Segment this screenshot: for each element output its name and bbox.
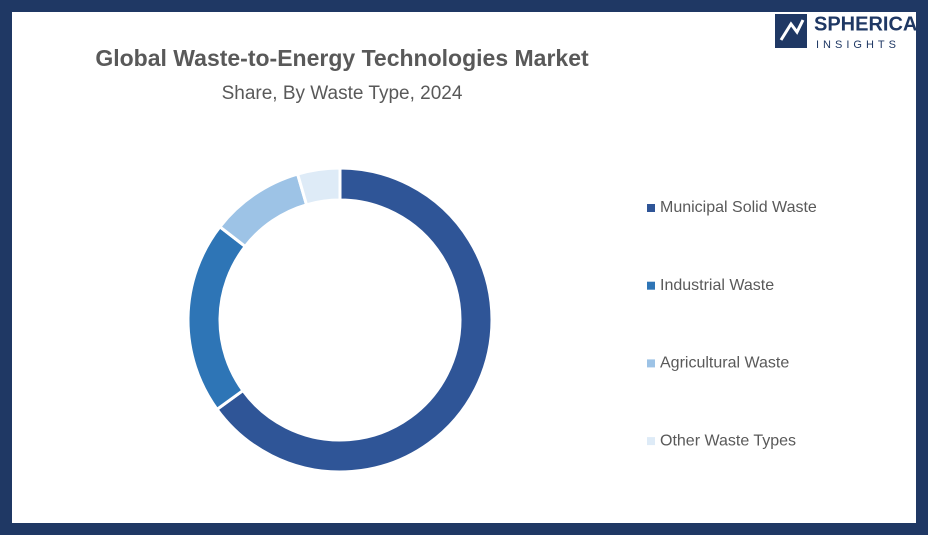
logo: SPHERICAL INSIGHTS (775, 13, 928, 51)
logo-icon (775, 14, 807, 48)
chart-subtitle: Share, By Waste Type, 2024 (222, 83, 463, 104)
donut-segment (214, 166, 494, 474)
legend-swatch (647, 437, 655, 446)
legend-label: Industrial Waste (660, 277, 774, 294)
donut-segment (295, 166, 342, 207)
legend-swatch (647, 359, 655, 368)
chart-title: Global Waste-to-Energy Technologies Mark… (95, 45, 589, 71)
legend-label: Other Waste Types (660, 432, 796, 449)
logo-text: INSIGHTS (816, 39, 900, 51)
legend-swatch (647, 281, 655, 290)
legend-swatch (647, 204, 655, 212)
legend-label: Agricultural Waste (660, 355, 789, 372)
logo-text: SPHERICAL (814, 13, 928, 35)
logo-mark (779, 19, 805, 41)
legend-label: Municipal Solid Waste (660, 199, 817, 216)
